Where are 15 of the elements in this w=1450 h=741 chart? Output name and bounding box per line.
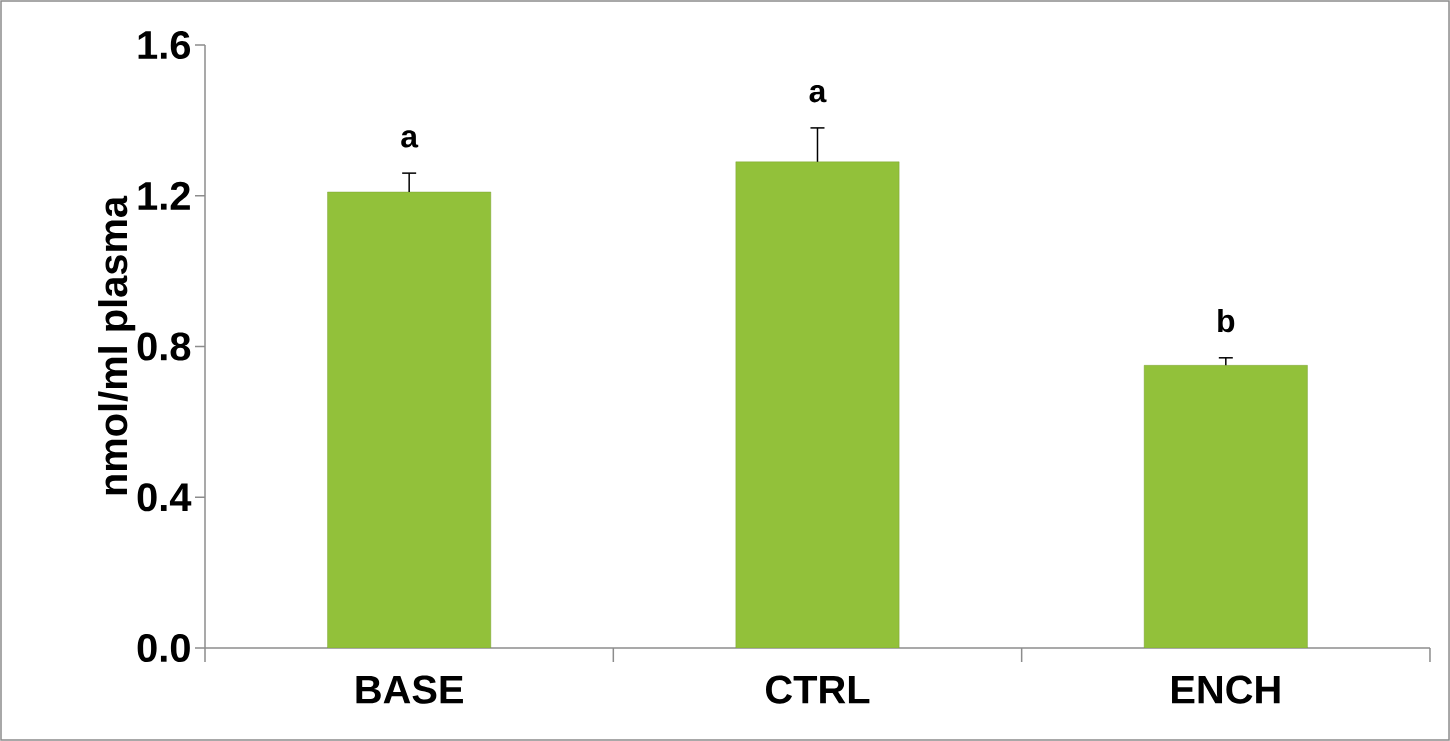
bar bbox=[1143, 365, 1308, 648]
annotation: a bbox=[809, 84, 827, 103]
x-tick-label: ENCH bbox=[1172, 675, 1280, 704]
y-axis-title: nmol/ml plasma bbox=[98, 195, 136, 495]
bar bbox=[735, 161, 900, 648]
bar bbox=[327, 191, 492, 648]
y-tick-label: 1.2 bbox=[138, 181, 190, 210]
y-tick-label: 0.0 bbox=[137, 633, 190, 663]
y-tick-label: 0.4 bbox=[137, 483, 192, 512]
y-tick-label: 1.6 bbox=[138, 30, 191, 60]
x-tick-label: BASE bbox=[356, 675, 463, 704]
x-tick-label: CTRL bbox=[766, 675, 870, 704]
y-tick-label: 0.8 bbox=[137, 332, 191, 361]
annotation: a bbox=[401, 130, 419, 148]
annotation: b bbox=[1218, 308, 1235, 333]
